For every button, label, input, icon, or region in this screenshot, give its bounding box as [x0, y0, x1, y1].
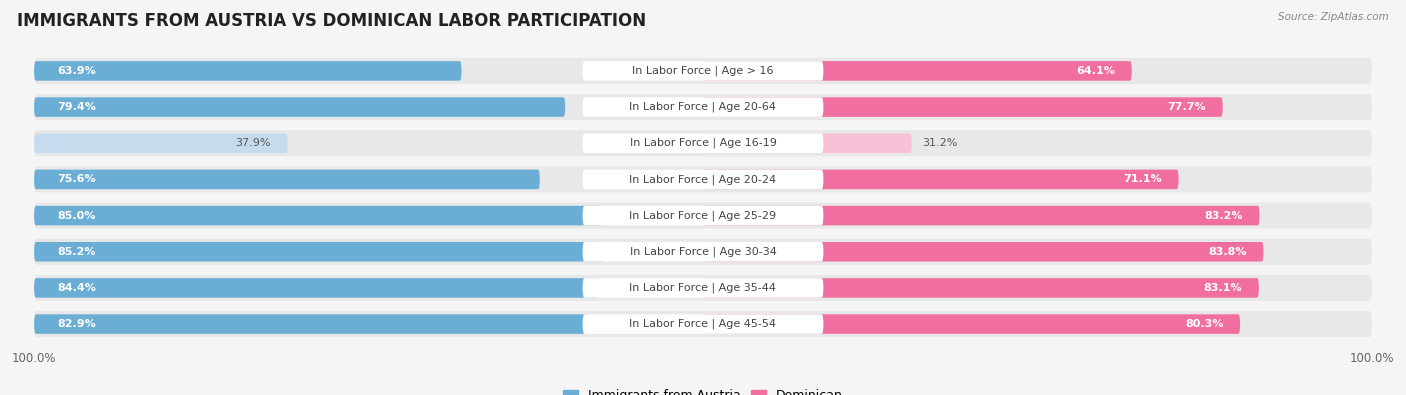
Text: 84.4%: 84.4% [58, 283, 97, 293]
FancyBboxPatch shape [34, 311, 1372, 337]
Text: 83.8%: 83.8% [1208, 247, 1247, 257]
FancyBboxPatch shape [34, 94, 1372, 120]
FancyBboxPatch shape [34, 97, 565, 117]
Text: In Labor Force | Age 25-29: In Labor Force | Age 25-29 [623, 210, 783, 221]
Text: 83.2%: 83.2% [1205, 211, 1243, 220]
FancyBboxPatch shape [34, 58, 1372, 84]
FancyBboxPatch shape [34, 206, 603, 226]
Text: IMMIGRANTS FROM AUSTRIA VS DOMINICAN LABOR PARTICIPATION: IMMIGRANTS FROM AUSTRIA VS DOMINICAN LAB… [17, 12, 645, 30]
FancyBboxPatch shape [34, 275, 1372, 301]
FancyBboxPatch shape [34, 130, 1372, 156]
FancyBboxPatch shape [703, 97, 1223, 117]
FancyBboxPatch shape [34, 203, 1372, 229]
Text: 75.6%: 75.6% [58, 175, 96, 184]
FancyBboxPatch shape [582, 61, 824, 81]
FancyBboxPatch shape [582, 97, 824, 117]
Text: 82.9%: 82.9% [58, 319, 96, 329]
FancyBboxPatch shape [703, 314, 1240, 334]
Text: 85.0%: 85.0% [58, 211, 96, 220]
FancyBboxPatch shape [34, 166, 1372, 192]
FancyBboxPatch shape [582, 134, 824, 153]
FancyBboxPatch shape [703, 278, 1258, 298]
FancyBboxPatch shape [703, 206, 1260, 226]
FancyBboxPatch shape [703, 169, 1178, 189]
FancyBboxPatch shape [34, 134, 288, 153]
Text: In Labor Force | Age 35-44: In Labor Force | Age 35-44 [623, 283, 783, 293]
FancyBboxPatch shape [582, 169, 824, 189]
Text: 71.1%: 71.1% [1123, 175, 1161, 184]
Text: 79.4%: 79.4% [58, 102, 97, 112]
Text: 80.3%: 80.3% [1185, 319, 1223, 329]
Text: 77.7%: 77.7% [1167, 102, 1206, 112]
Text: In Labor Force | Age 20-24: In Labor Force | Age 20-24 [623, 174, 783, 185]
FancyBboxPatch shape [34, 169, 540, 189]
FancyBboxPatch shape [582, 314, 824, 334]
FancyBboxPatch shape [34, 61, 461, 81]
FancyBboxPatch shape [34, 314, 589, 334]
FancyBboxPatch shape [34, 278, 599, 298]
Text: In Labor Force | Age 45-54: In Labor Force | Age 45-54 [623, 319, 783, 329]
FancyBboxPatch shape [703, 134, 911, 153]
Text: 37.9%: 37.9% [235, 138, 271, 148]
Text: In Labor Force | Age > 16: In Labor Force | Age > 16 [626, 66, 780, 76]
Text: In Labor Force | Age 16-19: In Labor Force | Age 16-19 [623, 138, 783, 149]
Text: 31.2%: 31.2% [922, 138, 957, 148]
FancyBboxPatch shape [34, 242, 605, 261]
Text: 85.2%: 85.2% [58, 247, 96, 257]
Text: In Labor Force | Age 20-64: In Labor Force | Age 20-64 [623, 102, 783, 112]
FancyBboxPatch shape [582, 206, 824, 226]
Legend: Immigrants from Austria, Dominican: Immigrants from Austria, Dominican [558, 384, 848, 395]
Text: 63.9%: 63.9% [58, 66, 96, 76]
FancyBboxPatch shape [703, 61, 1132, 81]
FancyBboxPatch shape [582, 278, 824, 298]
Text: In Labor Force | Age 30-34: In Labor Force | Age 30-34 [623, 246, 783, 257]
Text: 83.1%: 83.1% [1204, 283, 1241, 293]
FancyBboxPatch shape [582, 242, 824, 261]
FancyBboxPatch shape [34, 239, 1372, 265]
Text: 64.1%: 64.1% [1076, 66, 1115, 76]
FancyBboxPatch shape [703, 242, 1264, 261]
Text: Source: ZipAtlas.com: Source: ZipAtlas.com [1278, 12, 1389, 22]
